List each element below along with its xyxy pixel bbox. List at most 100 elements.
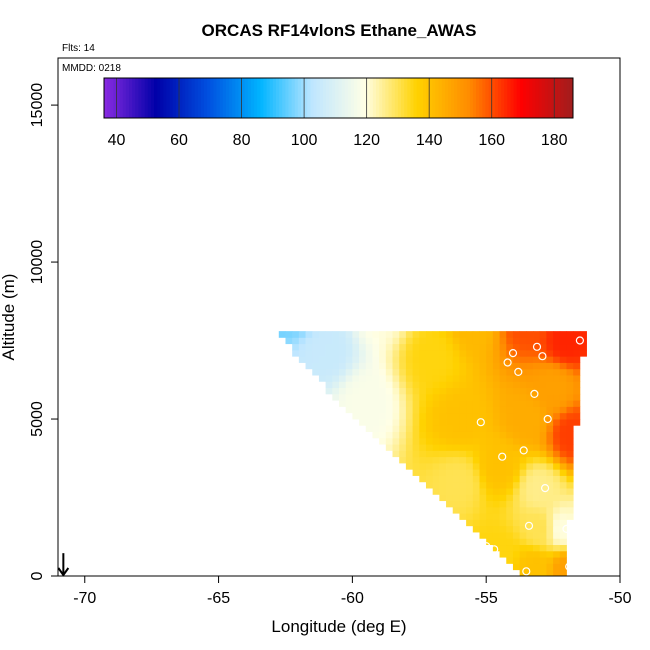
heat-cell bbox=[385, 331, 393, 338]
heat-cell bbox=[566, 494, 574, 502]
heat-cell bbox=[553, 437, 561, 445]
heat-cell bbox=[506, 513, 514, 520]
heat-cell bbox=[372, 431, 380, 439]
heat-cell bbox=[486, 519, 494, 527]
heat-cell bbox=[553, 475, 561, 483]
heat-cell bbox=[312, 362, 320, 370]
heat-cell bbox=[559, 400, 567, 407]
heat-cell bbox=[506, 462, 514, 470]
heat-cell bbox=[533, 412, 541, 420]
heat-cell bbox=[492, 375, 500, 382]
heat-cell bbox=[365, 343, 373, 351]
heat-cell bbox=[318, 375, 327, 382]
heat-cell bbox=[566, 419, 574, 426]
colorbar-swatch bbox=[179, 78, 183, 118]
colorbar-swatch bbox=[382, 78, 386, 118]
heat-cell bbox=[459, 437, 467, 445]
heat-cell bbox=[345, 362, 353, 370]
heat-cell bbox=[492, 331, 500, 338]
heat-cell bbox=[512, 425, 521, 432]
heat-cell bbox=[379, 419, 387, 426]
heat-cell bbox=[486, 375, 494, 382]
heat-cell bbox=[385, 431, 393, 439]
heat-cell bbox=[452, 437, 460, 445]
heat-cell bbox=[559, 500, 567, 508]
heat-cell bbox=[466, 368, 474, 376]
heat-cell bbox=[512, 475, 521, 483]
heat-cell bbox=[533, 343, 541, 351]
heat-cell bbox=[352, 343, 360, 351]
heat-cell bbox=[452, 494, 460, 502]
heat-cell bbox=[492, 343, 500, 351]
sample-point bbox=[441, 294, 451, 303]
heat-cell bbox=[512, 462, 521, 470]
heat-cell bbox=[352, 362, 360, 370]
heat-cell bbox=[533, 469, 541, 476]
heat-cell bbox=[539, 437, 547, 445]
heat-cell bbox=[452, 425, 460, 432]
heat-cell bbox=[546, 544, 554, 552]
heat-cell bbox=[519, 494, 527, 502]
heat-cell bbox=[512, 368, 521, 376]
heat-cell bbox=[399, 393, 407, 401]
heat-cell bbox=[486, 437, 494, 445]
heat-cell bbox=[546, 550, 554, 558]
heat-cell bbox=[539, 544, 547, 552]
heat-cell bbox=[492, 337, 500, 345]
heat-cell bbox=[519, 431, 527, 439]
heat-cell bbox=[372, 343, 380, 351]
heat-cell bbox=[385, 387, 393, 395]
heat-cell bbox=[405, 331, 413, 338]
heat-cell bbox=[379, 437, 387, 445]
heat-cell bbox=[512, 431, 521, 439]
sample-point bbox=[562, 524, 571, 534]
heat-cell bbox=[459, 368, 467, 376]
colorbar-swatch bbox=[254, 78, 258, 118]
heat-cell bbox=[472, 349, 480, 357]
colorbar-swatch bbox=[272, 78, 277, 118]
heat-cell bbox=[325, 387, 333, 395]
colorbar-swatch bbox=[235, 78, 239, 118]
x-tick-label: -70 bbox=[73, 590, 96, 607]
colorbar-swatch bbox=[479, 78, 483, 118]
colorbar-swatch bbox=[157, 78, 161, 118]
heat-cell bbox=[553, 532, 561, 539]
heat-cell bbox=[546, 387, 554, 395]
heat-cell bbox=[425, 431, 434, 439]
heat-cell bbox=[519, 506, 527, 514]
heat-cell bbox=[359, 356, 367, 363]
heat-cell bbox=[492, 362, 500, 370]
heat-cell bbox=[419, 393, 427, 401]
colorbar-swatch bbox=[200, 78, 205, 118]
colorbar-swatch bbox=[557, 78, 561, 118]
heat-cell bbox=[425, 419, 434, 426]
heat-cell bbox=[579, 343, 587, 351]
heat-cell bbox=[506, 488, 514, 495]
heat-cell bbox=[352, 387, 360, 395]
heat-cell bbox=[439, 475, 447, 483]
heat-cell bbox=[332, 356, 340, 363]
colorbar-swatch bbox=[319, 78, 324, 118]
heat-cell bbox=[446, 456, 454, 464]
heat-cell bbox=[372, 349, 380, 357]
heat-cell bbox=[452, 506, 460, 514]
heat-cell bbox=[452, 450, 460, 458]
heat-cell bbox=[466, 500, 474, 508]
heat-cell bbox=[466, 475, 474, 483]
heat-cell bbox=[573, 375, 581, 382]
heat-cell bbox=[372, 419, 380, 426]
heat-cell bbox=[439, 412, 447, 420]
heat-cell bbox=[499, 406, 507, 414]
heat-cell bbox=[492, 419, 500, 426]
heat-cell bbox=[305, 337, 313, 345]
sample-point bbox=[524, 521, 534, 530]
heat-cell bbox=[392, 368, 400, 376]
heat-cell bbox=[479, 494, 487, 502]
heat-cell bbox=[526, 469, 534, 476]
heat-cell bbox=[506, 557, 514, 564]
heat-cell bbox=[539, 569, 547, 577]
heat-cell bbox=[486, 387, 494, 395]
heat-cell bbox=[459, 462, 467, 470]
heat-cell bbox=[292, 349, 300, 357]
heat-cell bbox=[553, 393, 561, 401]
